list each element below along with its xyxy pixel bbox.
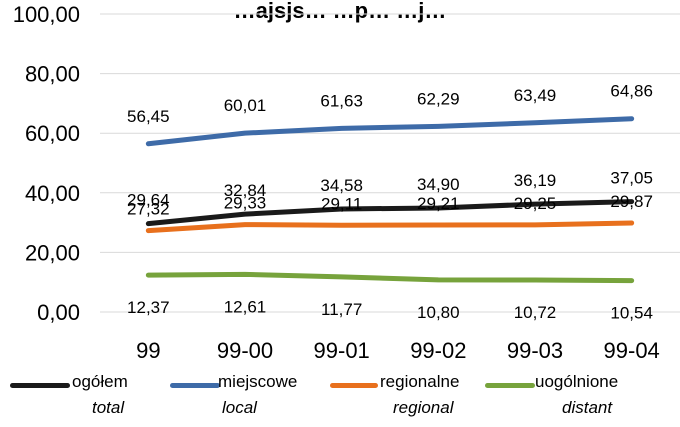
y-tick-label: 0,00 bbox=[37, 300, 80, 325]
data-label-distant: 11,77 bbox=[321, 300, 362, 319]
data-label-local: 60,01 bbox=[224, 96, 267, 115]
data-label-total: 29,64 bbox=[127, 191, 170, 210]
data-label-distant: 10,80 bbox=[417, 303, 460, 322]
chart-title: …ajsjs… …p… …j… bbox=[234, 0, 447, 23]
y-tick-label: 40,00 bbox=[25, 181, 80, 206]
legend-item-local: miejscowe local bbox=[170, 370, 340, 427]
legend-sub-total: total bbox=[92, 398, 125, 417]
data-label-local: 64,86 bbox=[610, 82, 653, 101]
data-label-total: 36,19 bbox=[514, 171, 557, 190]
data-label-total: 34,58 bbox=[320, 176, 363, 195]
y-tick-label: 80,00 bbox=[25, 62, 80, 87]
y-tick-label: 20,00 bbox=[25, 240, 80, 265]
legend-item-regional: regionalne regional bbox=[330, 370, 500, 427]
data-label-regional: 29,11 bbox=[321, 194, 362, 213]
data-label-distant: 12,37 bbox=[127, 298, 170, 317]
legend-swatch-total bbox=[10, 383, 70, 388]
grid-lines bbox=[100, 13, 680, 313]
data-label-distant: 12,61 bbox=[224, 297, 267, 316]
data-label-regional: 29,21 bbox=[417, 194, 460, 213]
x-tick-label: 99-03 bbox=[507, 338, 563, 363]
x-tick-label: 99-01 bbox=[314, 338, 370, 363]
legend-sub-distant: distant bbox=[562, 398, 613, 417]
data-label-total: 32,84 bbox=[224, 181, 267, 200]
legend-item-total: ogółem total bbox=[0, 370, 170, 427]
data-label-local: 56,45 bbox=[127, 107, 170, 126]
legend-swatch-regional bbox=[330, 383, 378, 388]
legend-label-local: miejscowe bbox=[218, 372, 298, 391]
legend-swatch-distant bbox=[485, 383, 535, 388]
series-line-total bbox=[145, 199, 635, 227]
line-chart: …ajsjs… …p… …j… 0,00 20,00 40,00 60,00 80,00… bbox=[13, 0, 680, 363]
y-axis-ticks: 0,00 20,00 40,00 60,00 80,00 100,00 bbox=[13, 2, 80, 325]
x-axis-ticks: 99 99-00 99-01 99-02 99-03 99-04 bbox=[136, 338, 660, 363]
legend-label-regional: regionalne bbox=[380, 372, 460, 391]
data-label-distant: 10,54 bbox=[610, 304, 653, 323]
x-tick-label: 99 bbox=[136, 338, 160, 363]
data-label-local: 61,63 bbox=[320, 91, 363, 110]
legend: ogółem total miejscowe local regionalne … bbox=[0, 370, 680, 427]
series-group bbox=[145, 116, 635, 284]
legend-item-distant: uogólnione distant bbox=[485, 370, 680, 427]
data-labels: 56,45 60,01 61,63 62,29 63,49 64,86 29,64 32,84… bbox=[127, 82, 653, 323]
legend-label-distant: uogólnione bbox=[535, 372, 619, 391]
data-label-regional: 27,32 bbox=[127, 200, 170, 219]
legend-label-total: ogółem bbox=[72, 372, 128, 391]
series-line-local bbox=[145, 116, 635, 147]
y-tick-label: 100,00 bbox=[13, 2, 80, 27]
data-label-total: 34,90 bbox=[417, 175, 460, 194]
legend-sub-local: local bbox=[222, 398, 257, 417]
legend-swatch-local bbox=[170, 383, 220, 388]
data-label-distant: 10,72 bbox=[514, 303, 557, 322]
data-label-total: 37,05 bbox=[610, 169, 653, 188]
series-line-distant bbox=[145, 271, 635, 284]
data-label-regional: 29,87 bbox=[610, 192, 653, 211]
x-tick-label: 99-02 bbox=[410, 338, 466, 363]
series-line-regional bbox=[145, 220, 635, 234]
data-label-local: 63,49 bbox=[514, 86, 557, 105]
x-tick-label: 99-04 bbox=[604, 338, 660, 363]
y-tick-label: 60,00 bbox=[25, 121, 80, 146]
data-label-local: 62,29 bbox=[417, 89, 460, 108]
data-label-regional: 29,33 bbox=[224, 194, 267, 213]
data-label-regional: 29,25 bbox=[514, 194, 557, 213]
legend-sub-regional: regional bbox=[393, 398, 454, 417]
x-tick-label: 99-00 bbox=[217, 338, 273, 363]
